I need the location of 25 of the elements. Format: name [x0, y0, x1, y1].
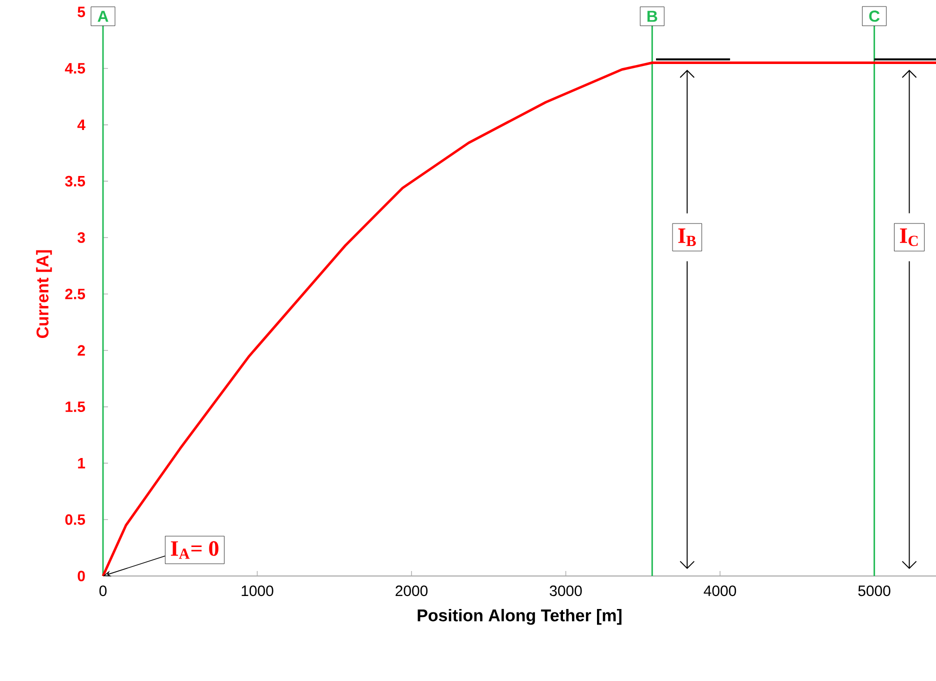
y-tick-label: 4.5 [64, 63, 86, 74]
y-tick-label: 1 [78, 458, 86, 468]
x-tick-label: 0 [99, 586, 107, 596]
x-axis-title: Position Along Tether [m] [418, 608, 622, 625]
ref-line-label: B [647, 10, 658, 22]
annotation: I$_{A}$= 0 [170, 541, 218, 559]
x-tick-label: 2000 [396, 586, 428, 596]
ref-line-label: A [98, 10, 108, 22]
y-tick-label: 3.5 [65, 176, 86, 187]
annotation: I$_{C}$ [900, 228, 918, 246]
y-tick-label: 0.5 [65, 514, 86, 525]
y-tick-label: 2.5 [65, 288, 86, 300]
x-tick-label: 5000 [858, 586, 890, 596]
annotation: I$_{B}$ [678, 228, 696, 246]
x-tick-label: 4000 [704, 586, 736, 596]
x-tick-label: 3000 [550, 586, 582, 596]
y-axis-title: Current [A] [36, 250, 52, 338]
y-tick-label: 0 [78, 570, 85, 582]
y-tick-label: 1.5 [66, 402, 86, 412]
y-tick-label: 3 [78, 232, 85, 243]
y-tick-label: 2 [78, 345, 85, 356]
x-tick-label: 1000 [242, 586, 274, 596]
y-tick-label: 5 [78, 6, 86, 18]
ref-line-label: C [869, 10, 880, 22]
y-tick-label: 4 [77, 120, 86, 130]
